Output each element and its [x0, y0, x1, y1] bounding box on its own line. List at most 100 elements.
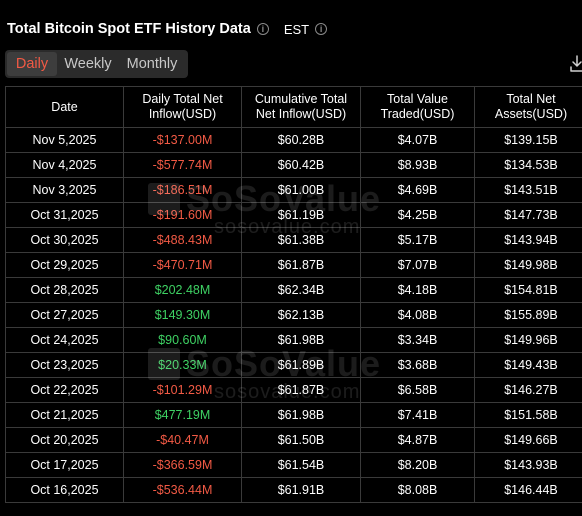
cell-date: Nov 4,2025 [5, 152, 124, 178]
table-row[interactable]: Nov 4,2025 -$577.74M $60.42B $8.93B $134.53B [5, 152, 582, 178]
table-row[interactable]: Oct 23,2025 $20.33M $61.89B $3.68B $149.43B [5, 352, 582, 378]
cell-daily-net-inflow: $202.48M [123, 277, 242, 303]
cell-daily-net-inflow: -$191.60M [123, 202, 242, 228]
table-row[interactable]: Oct 27,2025 $149.30M $62.13B $4.08B $155.89B [5, 302, 582, 328]
download-icon[interactable] [570, 55, 582, 78]
cell-date: Nov 3,2025 [5, 177, 124, 203]
info-icon[interactable]: i [256, 23, 269, 35]
cell-total-value-traded: $3.34B [360, 327, 475, 353]
cell-cumulative-net-inflow: $61.50B [241, 427, 361, 453]
cell-total-value-traded: $7.41B [360, 402, 475, 428]
cell-date: Oct 20,2025 [5, 427, 124, 453]
cell-total-value-traded: $8.08B [360, 477, 475, 503]
cell-total-value-traded: $8.20B [360, 452, 475, 478]
cell-daily-net-inflow: -$536.44M [123, 477, 242, 503]
cell-total-net-assets: $143.51B [474, 177, 582, 203]
cell-date: Oct 23,2025 [5, 352, 124, 378]
period-tabs: Daily Weekly Monthly [5, 50, 188, 78]
cell-daily-net-inflow: $90.60M [123, 327, 242, 353]
cell-date: Oct 30,2025 [5, 227, 124, 253]
timezone-label: EST [283, 21, 310, 37]
cell-total-net-assets: $154.81B [474, 277, 582, 303]
cell-cumulative-net-inflow: $61.54B [241, 452, 361, 478]
cell-cumulative-net-inflow: $62.34B [241, 277, 361, 303]
table-row[interactable]: Oct 24,2025 $90.60M $61.98B $3.34B $149.96B [5, 327, 582, 353]
cell-cumulative-net-inflow: $62.13B [241, 302, 361, 328]
cell-date: Oct 28,2025 [5, 277, 124, 303]
table-row[interactable]: Oct 22,2025 -$101.29M $61.87B $6.58B $146.27… [5, 377, 582, 403]
cell-total-net-assets: $149.66B [474, 427, 582, 453]
header: Total Bitcoin Spot ETF History Data i ES… [7, 18, 328, 40]
column-header-total-value-traded[interactable]: Total Value Traded(USD) [360, 86, 475, 128]
table-row[interactable]: Oct 29,2025 -$470.71M $61.87B $7.07B $149.98… [5, 252, 582, 278]
cell-date: Oct 24,2025 [5, 327, 124, 353]
page-title: Total Bitcoin Spot ETF History Data [7, 21, 251, 37]
cell-total-net-assets: $146.44B [474, 477, 582, 503]
cell-date: Oct 31,2025 [5, 202, 124, 228]
cell-cumulative-net-inflow: $60.28B [241, 127, 361, 153]
tab-weekly[interactable]: Weekly [64, 56, 112, 72]
cell-total-value-traded: $4.87B [360, 427, 475, 453]
table-header-row: Date Daily Total Net Inflow(USD) Cumulat… [5, 86, 582, 128]
cell-total-net-assets: $155.89B [474, 302, 582, 328]
cell-daily-net-inflow: -$101.29M [123, 377, 242, 403]
cell-cumulative-net-inflow: $61.89B [241, 352, 361, 378]
cell-date: Oct 29,2025 [5, 252, 124, 278]
cell-total-net-assets: $134.53B [474, 152, 582, 178]
table-row[interactable]: Oct 16,2025 -$536.44M $61.91B $8.08B $146.44… [5, 477, 582, 503]
cell-total-net-assets: $149.43B [474, 352, 582, 378]
column-header-date[interactable]: Date [5, 86, 124, 128]
cell-total-value-traded: $4.25B [360, 202, 475, 228]
table-row[interactable]: Oct 21,2025 $477.19M $61.98B $7.41B $151.58B [5, 402, 582, 428]
cell-total-net-assets: $143.93B [474, 452, 582, 478]
cell-cumulative-net-inflow: $60.42B [241, 152, 361, 178]
cell-total-net-assets: $146.27B [474, 377, 582, 403]
table-row[interactable]: Oct 17,2025 -$366.59M $61.54B $8.20B $143.93… [5, 452, 582, 478]
cell-cumulative-net-inflow: $61.87B [241, 377, 361, 403]
cell-daily-net-inflow: -$40.47M [123, 427, 242, 453]
cell-daily-net-inflow: -$577.74M [123, 152, 242, 178]
cell-cumulative-net-inflow: $61.19B [241, 202, 361, 228]
cell-daily-net-inflow: $20.33M [123, 352, 242, 378]
cell-daily-net-inflow: -$137.00M [123, 127, 242, 153]
cell-cumulative-net-inflow: $61.38B [241, 227, 361, 253]
tab-monthly[interactable]: Monthly [126, 56, 178, 72]
table-row[interactable]: Oct 30,2025 -$488.43M $61.38B $5.17B $143.94… [5, 227, 582, 253]
cell-daily-net-inflow: $149.30M [123, 302, 242, 328]
column-header-cumulative-net-inflow[interactable]: Cumulative Total Net Inflow(USD) [241, 86, 361, 128]
cell-daily-net-inflow: -$488.43M [123, 227, 242, 253]
tab-daily[interactable]: Daily [7, 52, 57, 76]
cell-total-value-traded: $5.17B [360, 227, 475, 253]
cell-total-value-traded: $8.93B [360, 152, 475, 178]
timezone-info-icon[interactable]: i [315, 23, 328, 35]
etf-history-table: Date Daily Total Net Inflow(USD) Cumulat… [5, 86, 582, 503]
cell-total-net-assets: $151.58B [474, 402, 582, 428]
cell-total-value-traded: $4.18B [360, 277, 475, 303]
table-row[interactable]: Nov 5,2025 -$137.00M $60.28B $4.07B $139.15B [5, 127, 582, 153]
cell-date: Oct 16,2025 [5, 477, 124, 503]
cell-daily-net-inflow: -$470.71M [123, 252, 242, 278]
cell-cumulative-net-inflow: $61.00B [241, 177, 361, 203]
cell-total-net-assets: $147.73B [474, 202, 582, 228]
cell-total-value-traded: $6.58B [360, 377, 475, 403]
column-header-total-net-assets[interactable]: Total Net Assets(USD) [474, 86, 582, 128]
cell-total-value-traded: $4.69B [360, 177, 475, 203]
cell-total-net-assets: $139.15B [474, 127, 582, 153]
cell-total-net-assets: $143.94B [474, 227, 582, 253]
table-row[interactable]: Oct 31,2025 -$191.60M $61.19B $4.25B $147.73… [5, 202, 582, 228]
table-row[interactable]: Nov 3,2025 -$186.51M $61.00B $4.69B $143.51B [5, 177, 582, 203]
cell-cumulative-net-inflow: $61.98B [241, 327, 361, 353]
table-row[interactable]: Oct 20,2025 -$40.47M $61.50B $4.87B $149.66B [5, 427, 582, 453]
table-row[interactable]: Oct 28,2025 $202.48M $62.34B $4.18B $154.81B [5, 277, 582, 303]
cell-daily-net-inflow: -$186.51M [123, 177, 242, 203]
cell-date: Nov 5,2025 [5, 127, 124, 153]
cell-cumulative-net-inflow: $61.98B [241, 402, 361, 428]
column-header-daily-net-inflow[interactable]: Daily Total Net Inflow(USD) [123, 86, 242, 128]
cell-total-net-assets: $149.96B [474, 327, 582, 353]
cell-daily-net-inflow: -$366.59M [123, 452, 242, 478]
cell-total-net-assets: $149.98B [474, 252, 582, 278]
cell-total-value-traded: $3.68B [360, 352, 475, 378]
cell-total-value-traded: $4.08B [360, 302, 475, 328]
cell-total-value-traded: $7.07B [360, 252, 475, 278]
cell-date: Oct 27,2025 [5, 302, 124, 328]
